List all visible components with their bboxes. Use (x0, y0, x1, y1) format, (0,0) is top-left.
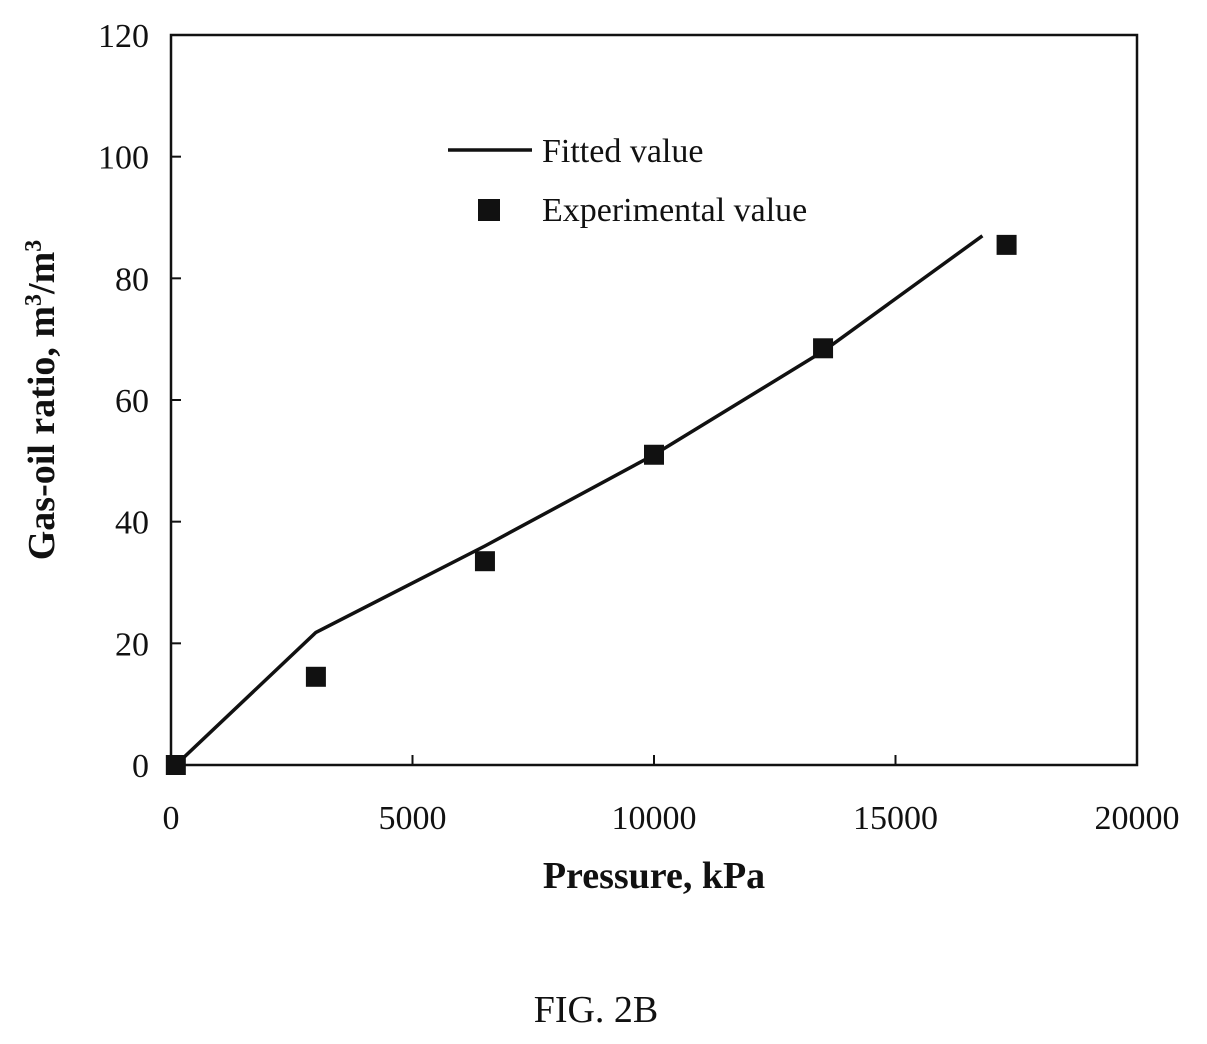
x-tick-label-3: 15000 (853, 800, 938, 837)
y-axis-title-mid: /m (21, 252, 63, 295)
y-tick-label-5: 100 (98, 140, 149, 177)
y-axis-title-main: Gas-oil ratio, m (21, 306, 63, 560)
x-tick-label-1: 5000 (379, 800, 447, 837)
axis-tick-labels: 0 5000 10000 15000 20000 0 20 40 60 80 100 120 (98, 18, 1180, 837)
legend-square-swatch (478, 199, 500, 221)
fitted-value-line (174, 234, 984, 767)
y-tick-label-3: 60 (115, 383, 149, 420)
y-axis-title-sup2: 3 (21, 240, 47, 252)
x-tick-label-4: 20000 (1095, 800, 1180, 837)
experimental-point-1 (305, 666, 326, 687)
y-tick-label-4: 80 (115, 261, 149, 298)
y-tick-label-1: 20 (115, 626, 149, 663)
y-tick-label-2: 40 (115, 505, 149, 542)
legend-label-fitted: Fitted value (542, 133, 703, 170)
y-axis-title: Gas-oil ratio, m3/m3 (21, 240, 63, 561)
experimental-point-3 (644, 444, 664, 465)
fitted-line-series (174, 234, 984, 767)
experimental-point-4 (813, 338, 834, 359)
experimental-marker-series (165, 234, 1017, 775)
experimental-point-0 (165, 755, 186, 775)
experimental-point-5 (996, 234, 1017, 255)
x-tick-label-0: 0 (163, 800, 180, 837)
experimental-point-2 (474, 551, 495, 572)
y-tick-label-0: 0 (132, 748, 149, 785)
legend-label-experimental: Experimental value (542, 192, 807, 229)
y-tick-label-6: 120 (98, 18, 149, 55)
y-axis-title-sup1: 3 (21, 294, 47, 306)
x-axis-title: Pressure, kPa (543, 855, 765, 897)
x-tick-label-2: 10000 (612, 800, 697, 837)
figure-caption: FIG. 2B (534, 989, 659, 1031)
legend: Fitted value Experimental value (448, 133, 807, 229)
